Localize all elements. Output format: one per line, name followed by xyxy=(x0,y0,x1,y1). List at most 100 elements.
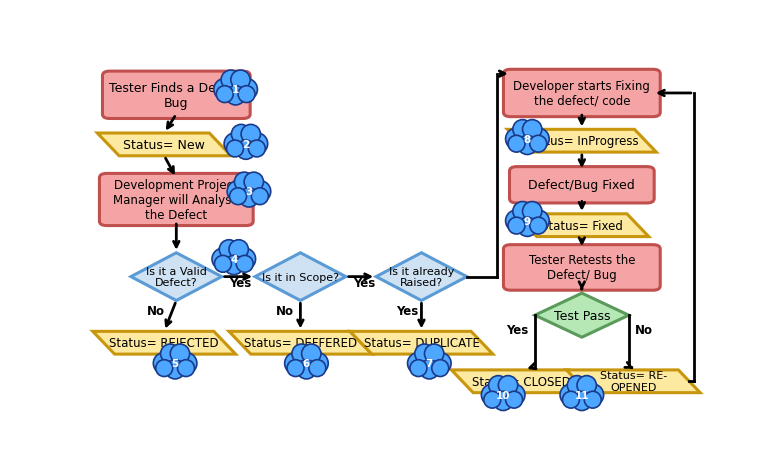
Ellipse shape xyxy=(227,181,249,203)
Ellipse shape xyxy=(244,173,263,192)
Text: Status= New: Status= New xyxy=(123,139,205,151)
Ellipse shape xyxy=(432,360,449,377)
Ellipse shape xyxy=(219,240,239,259)
Ellipse shape xyxy=(284,353,306,374)
Ellipse shape xyxy=(248,141,266,158)
Text: Is it a Valid
Defect?: Is it a Valid Defect? xyxy=(146,266,207,288)
Text: Status= CLOSED: Status= CLOSED xyxy=(472,375,571,388)
Ellipse shape xyxy=(508,136,525,153)
Text: Status= Fixed: Status= Fixed xyxy=(541,219,622,232)
Ellipse shape xyxy=(239,188,259,208)
Ellipse shape xyxy=(430,353,451,374)
Ellipse shape xyxy=(522,120,542,139)
Ellipse shape xyxy=(489,378,518,407)
Text: Tester Retests the
Defect/ Bug: Tester Retests the Defect/ Bug xyxy=(529,254,635,282)
Ellipse shape xyxy=(212,248,234,270)
Ellipse shape xyxy=(301,344,321,364)
Text: Tester Finds a Defect/
Bug: Tester Finds a Defect/ Bug xyxy=(109,81,244,109)
Text: Is it already
Raised?: Is it already Raised? xyxy=(389,266,454,288)
Ellipse shape xyxy=(236,141,255,160)
Polygon shape xyxy=(451,370,591,393)
Ellipse shape xyxy=(236,79,258,101)
Text: 4: 4 xyxy=(230,255,237,265)
Ellipse shape xyxy=(226,87,245,106)
Ellipse shape xyxy=(513,202,532,221)
Ellipse shape xyxy=(562,391,580,408)
Text: Status= DUPLICATE: Status= DUPLICATE xyxy=(363,337,480,349)
Text: No: No xyxy=(148,304,166,317)
Text: Yes: Yes xyxy=(507,324,529,337)
Ellipse shape xyxy=(234,248,255,270)
Polygon shape xyxy=(566,370,701,393)
Ellipse shape xyxy=(483,391,501,408)
Ellipse shape xyxy=(229,240,248,259)
FancyBboxPatch shape xyxy=(99,174,253,226)
Ellipse shape xyxy=(505,391,522,408)
Polygon shape xyxy=(535,294,629,337)
Ellipse shape xyxy=(249,181,271,203)
Ellipse shape xyxy=(577,376,597,395)
Ellipse shape xyxy=(161,344,180,364)
Ellipse shape xyxy=(215,256,231,273)
Ellipse shape xyxy=(513,205,542,233)
Text: Yes: Yes xyxy=(397,304,419,317)
Text: Defect/Bug Fixed: Defect/Bug Fixed xyxy=(529,179,635,192)
Ellipse shape xyxy=(494,391,513,411)
Text: 11: 11 xyxy=(575,390,589,400)
Ellipse shape xyxy=(527,129,549,150)
Text: 9: 9 xyxy=(524,216,531,226)
Text: Yes: Yes xyxy=(353,276,375,289)
Polygon shape xyxy=(255,253,346,301)
Ellipse shape xyxy=(410,360,427,377)
Ellipse shape xyxy=(419,360,439,379)
FancyBboxPatch shape xyxy=(504,245,660,290)
Text: 7: 7 xyxy=(426,358,433,368)
Ellipse shape xyxy=(175,353,197,374)
Ellipse shape xyxy=(166,360,185,379)
Ellipse shape xyxy=(221,71,241,90)
Polygon shape xyxy=(515,214,649,237)
Ellipse shape xyxy=(522,202,542,221)
Text: 5: 5 xyxy=(172,358,179,368)
Ellipse shape xyxy=(214,79,236,101)
Text: No: No xyxy=(635,324,653,337)
Text: Yes: Yes xyxy=(229,276,251,289)
Ellipse shape xyxy=(572,391,591,411)
Text: Is it in Scope?: Is it in Scope? xyxy=(262,272,339,282)
Ellipse shape xyxy=(177,360,194,377)
Ellipse shape xyxy=(481,384,503,406)
Ellipse shape xyxy=(513,120,532,139)
Ellipse shape xyxy=(236,256,253,273)
Ellipse shape xyxy=(415,344,434,364)
Ellipse shape xyxy=(560,384,582,406)
Ellipse shape xyxy=(505,210,527,232)
Text: Development Project
Manager will Analyse
the Defect: Development Project Manager will Analyse… xyxy=(113,178,239,221)
Ellipse shape xyxy=(238,87,255,103)
Text: 10: 10 xyxy=(496,390,511,400)
Polygon shape xyxy=(229,332,372,354)
Text: Status= RE-
OPENED: Status= RE- OPENED xyxy=(600,371,667,392)
Ellipse shape xyxy=(226,141,244,158)
Ellipse shape xyxy=(505,129,527,150)
Text: Test Pass: Test Pass xyxy=(554,309,610,322)
Ellipse shape xyxy=(221,73,250,102)
Text: 3: 3 xyxy=(245,187,252,197)
Ellipse shape xyxy=(161,347,190,376)
Ellipse shape xyxy=(287,360,304,377)
Ellipse shape xyxy=(503,384,525,406)
Ellipse shape xyxy=(297,360,316,379)
Ellipse shape xyxy=(415,347,444,376)
Ellipse shape xyxy=(224,134,246,155)
Text: 8: 8 xyxy=(524,135,531,145)
Polygon shape xyxy=(350,332,493,354)
Text: 6: 6 xyxy=(303,358,310,368)
FancyBboxPatch shape xyxy=(509,167,654,204)
Ellipse shape xyxy=(530,136,547,153)
FancyBboxPatch shape xyxy=(102,72,250,119)
Ellipse shape xyxy=(246,134,268,155)
Ellipse shape xyxy=(513,123,542,151)
Ellipse shape xyxy=(292,344,312,364)
Ellipse shape xyxy=(224,256,244,275)
Ellipse shape xyxy=(582,384,604,406)
Ellipse shape xyxy=(170,344,190,364)
